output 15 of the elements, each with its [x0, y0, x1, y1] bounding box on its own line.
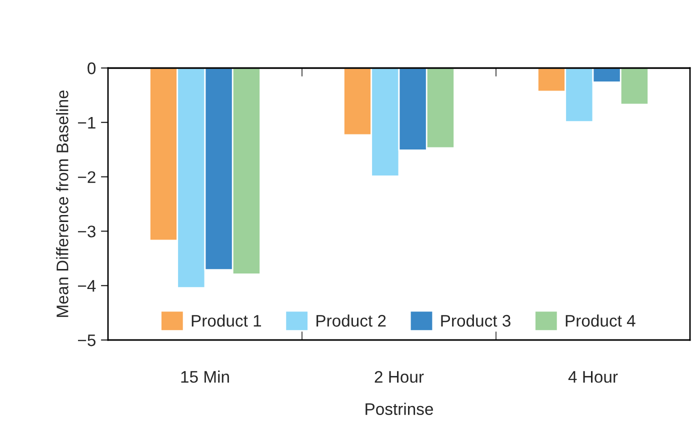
- y-tick-label: −1: [78, 116, 96, 128]
- legend-label: Product 2: [316, 314, 386, 327]
- x-tick-label: 15 Min: [181, 370, 229, 383]
- y-tick-label: −4: [78, 280, 96, 292]
- legend-label: Product 3: [441, 314, 510, 327]
- y-tick-label: −2: [78, 171, 96, 183]
- x-tick-label: 2 Hour: [374, 370, 424, 383]
- x-tick-label: 4 Hour: [568, 371, 618, 383]
- x-axis-title: Postrinse: [366, 402, 433, 415]
- y-tick-label: −3: [78, 226, 96, 238]
- y-axis-title: Mean Difference from Baseline: [56, 90, 68, 317]
- y-tick-label: −5: [78, 334, 96, 346]
- legend-label: Product 1: [192, 314, 262, 327]
- legend-label: Product 4: [566, 314, 636, 327]
- y-tick-label: 0: [88, 62, 96, 74]
